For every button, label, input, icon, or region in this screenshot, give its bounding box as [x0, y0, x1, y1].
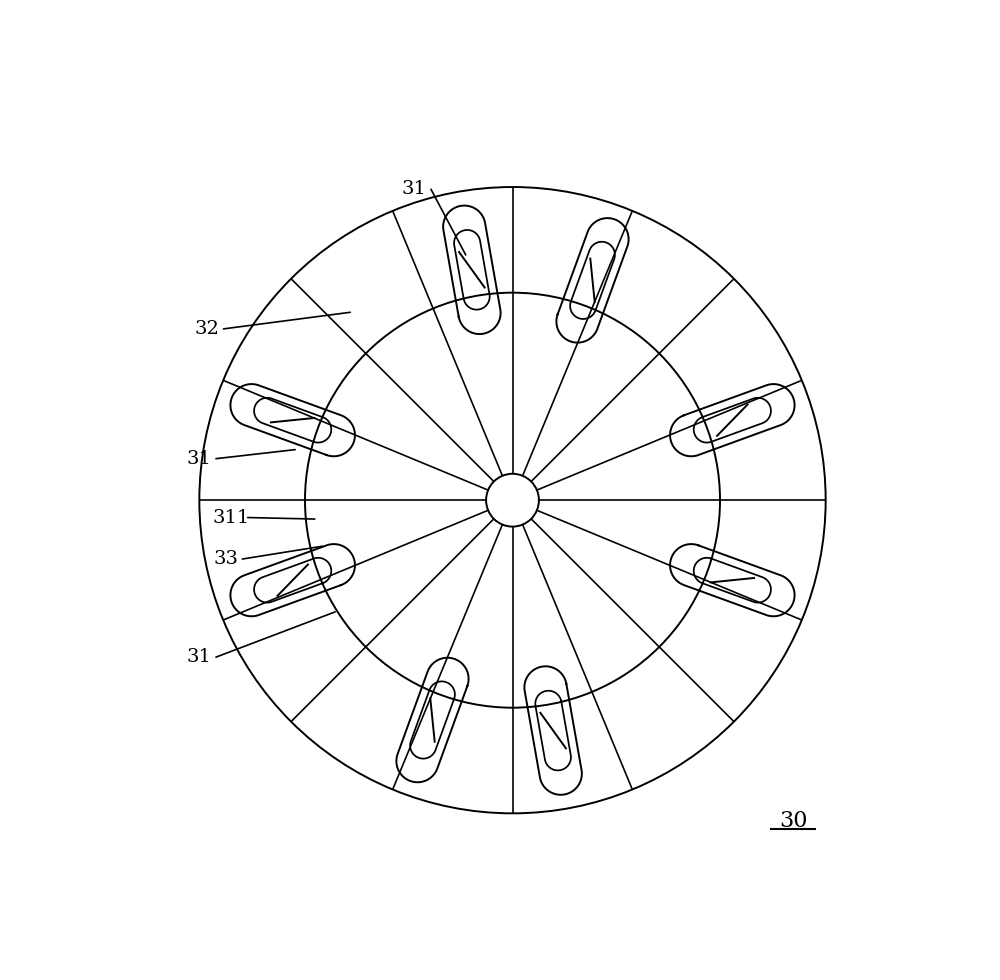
Text: 32: 32: [194, 319, 219, 338]
Text: 33: 33: [213, 550, 238, 568]
Text: 311: 311: [212, 509, 250, 526]
Text: 31: 31: [187, 648, 212, 666]
Text: 31: 31: [402, 180, 427, 198]
Text: 31: 31: [187, 450, 212, 467]
Text: 30: 30: [779, 809, 807, 832]
